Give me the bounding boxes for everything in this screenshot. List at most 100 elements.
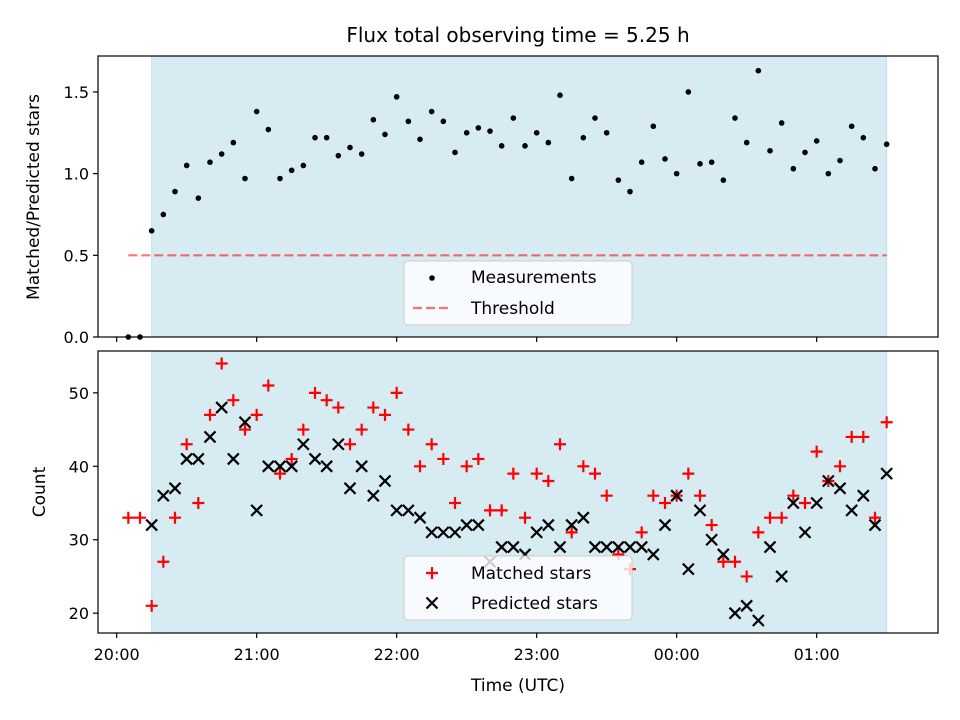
matched-stars-point bbox=[869, 511, 881, 524]
matched-stars-point bbox=[379, 408, 391, 421]
matched-stars-point bbox=[554, 438, 566, 451]
matched-stars-point bbox=[437, 452, 450, 465]
matched-stars-point bbox=[297, 423, 310, 436]
measurement-point bbox=[300, 162, 307, 169]
predicted-stars-point bbox=[612, 540, 625, 554]
count-y-axis-label: Count bbox=[30, 466, 50, 517]
measurement-point bbox=[802, 149, 808, 156]
measurement-point bbox=[358, 151, 365, 157]
matched-stars-point bbox=[332, 401, 345, 414]
matched-stars-point bbox=[274, 467, 286, 480]
predicted-stars-point bbox=[682, 562, 695, 576]
predicted-stars-point bbox=[507, 540, 520, 554]
matched-stars-point bbox=[425, 438, 438, 451]
measurement-point bbox=[697, 161, 703, 167]
measurement-point bbox=[627, 188, 633, 195]
y-tick-label: 0.0 bbox=[64, 328, 89, 347]
predicted-stars-point bbox=[845, 504, 858, 517]
matched-stars-point bbox=[309, 386, 321, 399]
measurement-point bbox=[370, 116, 377, 123]
matched-stars-point bbox=[799, 497, 811, 510]
measurement-point bbox=[825, 170, 832, 177]
matched-stars-point bbox=[565, 526, 578, 539]
count-legend: Matched stars Predicted stars bbox=[403, 555, 633, 621]
predicted-stars-point bbox=[600, 540, 613, 554]
matched-stars-point bbox=[752, 526, 765, 539]
y-tick-label: 1.0 bbox=[64, 165, 89, 184]
matched-stars-point bbox=[589, 467, 601, 480]
measurement-point bbox=[615, 177, 622, 183]
legend-box bbox=[403, 260, 633, 326]
predicted-stars-point bbox=[285, 460, 298, 473]
measurement-point bbox=[708, 159, 715, 165]
predicted-stars-point bbox=[553, 540, 567, 554]
predicted-stars-point bbox=[437, 526, 450, 539]
predicted-stars-point bbox=[577, 511, 590, 524]
measurement-point bbox=[428, 108, 435, 115]
matched-stars-point bbox=[239, 423, 251, 436]
predicted-stars-point bbox=[798, 526, 812, 539]
measurement-point bbox=[860, 134, 867, 141]
legend-predicted-label: Predicted stars bbox=[471, 594, 598, 614]
matched-stars-point bbox=[694, 489, 706, 502]
measurement-point bbox=[452, 149, 458, 156]
predicted-stars-point bbox=[402, 504, 415, 517]
predicted-stars-point bbox=[367, 489, 380, 502]
measurement-point bbox=[778, 120, 785, 126]
matched-stars-point bbox=[857, 430, 870, 443]
matched-stars-point bbox=[834, 460, 846, 473]
matched-stars-point bbox=[810, 445, 823, 458]
predicted-stars-point bbox=[472, 518, 485, 532]
measurement-point bbox=[755, 67, 762, 74]
measurement-point bbox=[242, 175, 248, 182]
predicted-stars-point bbox=[320, 460, 333, 473]
matched-stars-point bbox=[402, 423, 415, 436]
matched-stars-point bbox=[484, 504, 496, 517]
matched-stars-point bbox=[787, 489, 800, 502]
matched-stars-point bbox=[740, 570, 753, 583]
predicted-stars-point bbox=[168, 482, 182, 495]
predicted-stars-point bbox=[635, 540, 648, 554]
predicted-stars-point bbox=[413, 511, 427, 524]
predicted-stars-point bbox=[752, 614, 765, 627]
measurement-point bbox=[183, 162, 190, 169]
matched-stars-point bbox=[577, 460, 590, 473]
measurement-point bbox=[813, 138, 820, 144]
legend-predicted-marker bbox=[425, 596, 439, 610]
x-tick-label: 20:00 bbox=[94, 645, 140, 664]
measurement-point bbox=[335, 152, 342, 159]
predicted-stars-point bbox=[227, 452, 240, 466]
measurement-point bbox=[312, 134, 318, 141]
measurement-point bbox=[872, 165, 878, 172]
matched-stars-point bbox=[542, 474, 555, 487]
measurement-point bbox=[347, 144, 353, 151]
x-tick-label: 21:00 bbox=[234, 645, 280, 664]
predicted-stars-point bbox=[880, 467, 893, 480]
matched-stars-point bbox=[764, 511, 776, 524]
measurement-point bbox=[837, 157, 843, 164]
measurement-point bbox=[277, 175, 283, 182]
x-tick-label: 23:00 bbox=[514, 645, 560, 664]
predicted-stars-point bbox=[425, 526, 438, 539]
measurement-point bbox=[545, 139, 552, 146]
predicted-stars-point bbox=[343, 482, 357, 495]
predicted-stars-point bbox=[717, 548, 730, 561]
predicted-stars-point bbox=[495, 540, 508, 554]
legend-threshold-label: Threshold bbox=[470, 299, 555, 319]
measurement-point bbox=[160, 211, 167, 218]
measurement-point bbox=[288, 167, 295, 174]
predicted-stars-point bbox=[542, 518, 555, 532]
x-tick-label: 00:00 bbox=[654, 645, 700, 664]
measurement-point bbox=[685, 89, 692, 95]
matched-stars-point bbox=[682, 467, 695, 480]
measurement-point bbox=[172, 188, 178, 195]
measurement-point bbox=[207, 159, 213, 165]
predicted-stars-point bbox=[705, 533, 718, 547]
predicted-stars-point bbox=[145, 518, 158, 532]
predicted-stars-point bbox=[355, 460, 368, 473]
measurement-point bbox=[638, 159, 645, 165]
predicted-stars-point bbox=[390, 504, 403, 517]
predicted-stars-point bbox=[192, 452, 205, 466]
measurement-point bbox=[650, 123, 657, 130]
measurement-point bbox=[580, 134, 587, 141]
